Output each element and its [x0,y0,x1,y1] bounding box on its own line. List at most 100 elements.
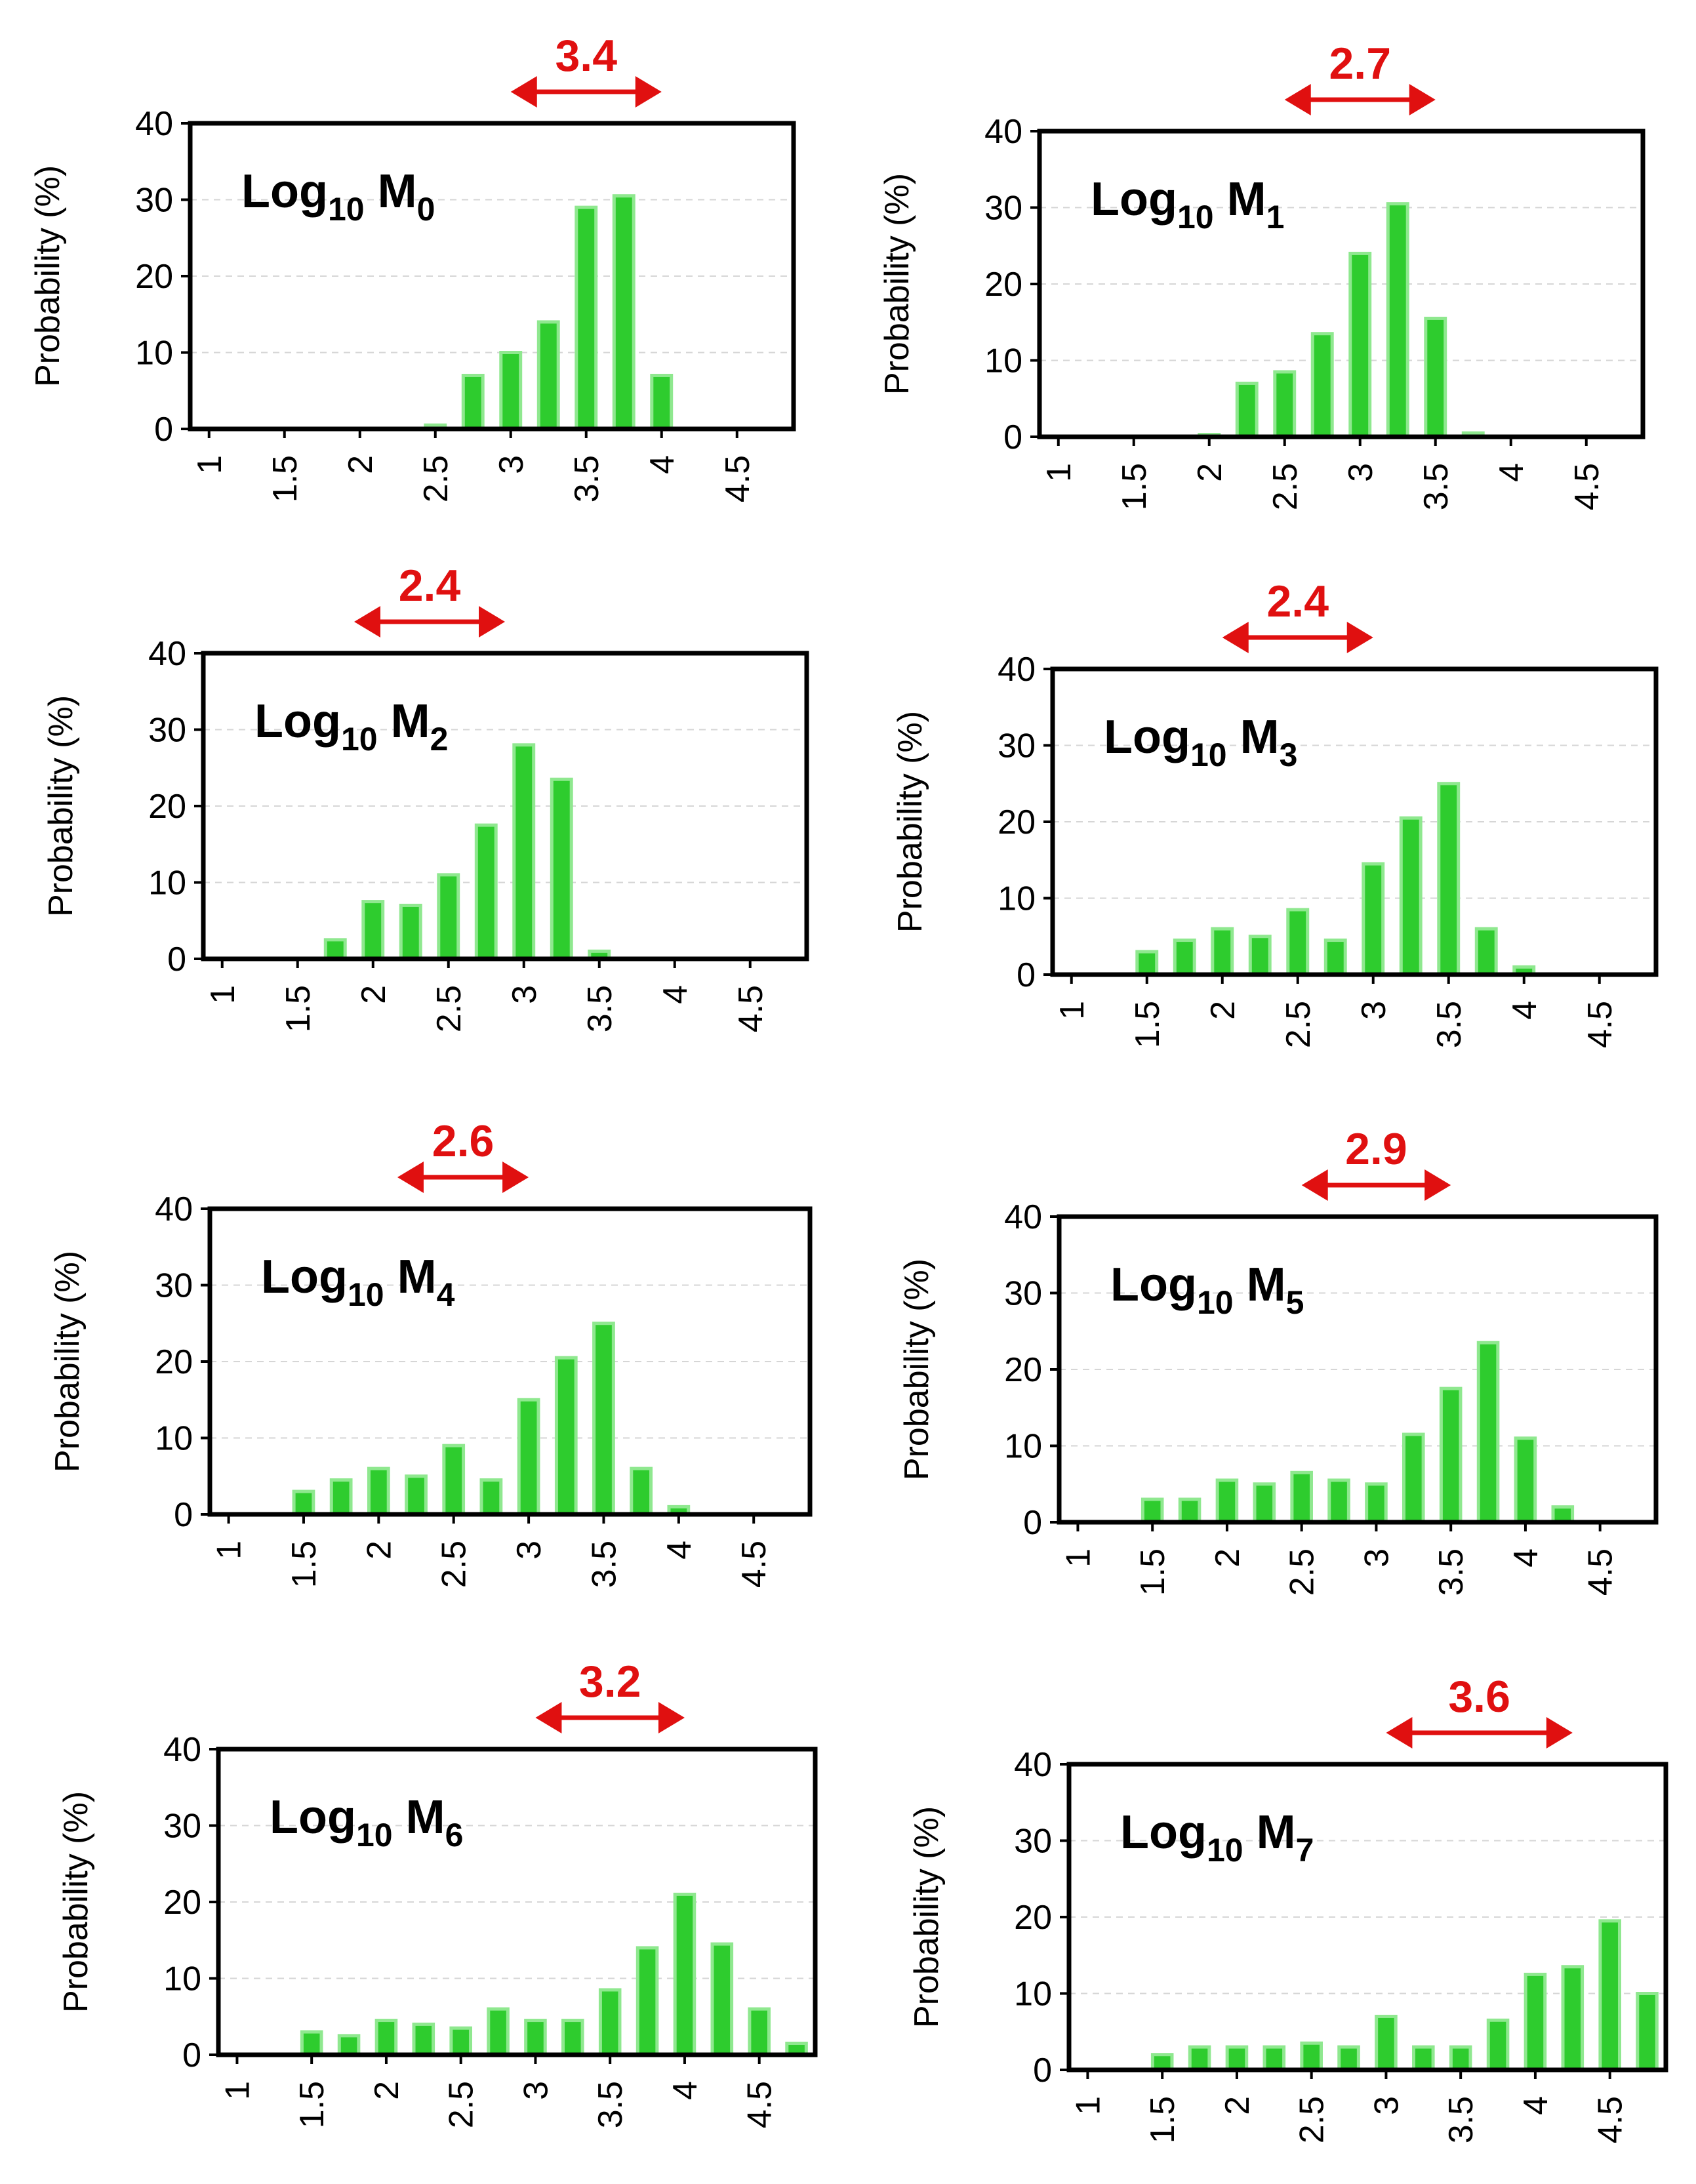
title-subscript-base: 10 [348,1276,384,1313]
bar [592,1322,615,1516]
x-tick-label: 1 [1059,1548,1097,1567]
x-tick-label: 3.5 [585,1541,623,1588]
range-arrow-head-left [535,1702,562,1733]
x-tick-label: 3 [506,985,544,1004]
x-tick-label: 3 [1355,1001,1393,1020]
x-tick-label: 4.5 [1568,463,1606,510]
y-tick-label: 20 [1004,1351,1042,1389]
bar [487,2007,510,2057]
range-label: 3.2 [579,1657,641,1707]
x-tick-label: 2 [360,1541,398,1560]
bar [1235,381,1259,439]
x-tick-label: 1.5 [1144,2096,1182,2143]
bar [412,2022,435,2057]
bar [630,1466,653,1516]
y-tick-label: 40 [155,1190,193,1228]
range-arrow-head-right [658,1702,685,1733]
bar [300,2030,323,2057]
x-tick-label: 3 [1342,463,1380,482]
x-tick-label: 1.5 [1129,1001,1167,1048]
y-tick-label: 20 [148,788,186,826]
y-tick-label: 0 [1003,418,1022,456]
y-tick-label: 20 [135,258,173,296]
bar [1253,1482,1276,1524]
y-tick-label: 0 [167,940,186,979]
x-tick-label: 4.5 [735,1541,773,1588]
bar [550,777,573,961]
bar [442,1444,466,1516]
y-tick-label: 10 [163,1960,201,1998]
bar [1514,1436,1537,1524]
range-arrow-head-right [1409,84,1436,115]
x-tick-label: 2 [342,455,380,474]
title-base: Log [1120,1806,1207,1859]
bar [479,1478,503,1516]
title-base: Log [261,1251,348,1303]
y-axis-title: Probability (%) [57,1791,95,2013]
y-tick-label: 30 [163,1808,201,1846]
bar [1636,1992,1659,2072]
x-tick-label: 4 [1493,463,1531,482]
title-subscript-index: 3 [1280,737,1298,773]
bar [517,1398,540,1516]
range-label: 2.4 [1266,576,1329,626]
bar [1424,316,1447,439]
title-subscript-base: 10 [1177,199,1214,235]
range-arrow-head-left [1222,622,1249,653]
y-tick-label: 10 [1014,1975,1052,2013]
bar [399,903,422,961]
panel-7: 0 10 20 30 40 1 1.5 2 2.5 3 3.5 4 4.5 Probability (%)… [908,1672,1668,2143]
x-tick-label: 4.5 [1592,2096,1630,2143]
title-base: Log [241,165,328,218]
bar [449,2026,472,2057]
bar [748,2007,771,2057]
title-main: M [378,695,430,748]
title-subscript-base: 10 [1207,1832,1243,1869]
bar [1386,202,1409,439]
bar [1141,1497,1164,1524]
bar [524,2019,547,2057]
bar [374,2019,398,2057]
title-subscript-index: 1 [1266,199,1285,235]
range-arrow-head-left [354,606,380,637]
bar [1439,1386,1463,1524]
x-tick-label: 2.5 [443,2081,481,2128]
x-tick-label: 3.5 [1432,1548,1470,1596]
range-arrow-head-left [510,76,537,108]
y-tick-label: 40 [984,113,1022,151]
title-base: Log [254,695,341,748]
bar [1476,1341,1500,1524]
bar [1135,950,1159,977]
title-subscript-base: 10 [328,191,365,228]
bar [1337,2045,1360,2072]
title-main: M [365,165,417,218]
x-tick-label: 1.5 [1134,1548,1172,1596]
title-subscript-index: 7 [1296,1832,1314,1869]
y-tick-label: 20 [1014,1899,1052,1937]
bar [1486,2018,1510,2072]
title-subscript-index: 4 [437,1276,455,1313]
x-tick-label: 1 [1040,463,1078,482]
panel-6: 0 10 20 30 40 1 1.5 2 2.5 3 3.5 4 4.5 Probability (%)… [57,1657,818,2128]
x-tick-label: 2 [1191,463,1229,482]
y-tick-label: 0 [1033,2052,1052,2090]
x-tick-label: 3.5 [592,2081,630,2128]
title-base: Log [270,1791,356,1844]
y-tick-label: 20 [163,1884,201,1922]
x-tick-label: 1.5 [293,2081,331,2128]
y-tick-label: 30 [1004,1275,1042,1313]
x-tick-label: 1.5 [266,455,304,502]
bar [1412,2045,1435,2072]
y-tick-label: 20 [998,803,1036,841]
panel-title: Log10 M1 [1091,173,1284,235]
y-tick-label: 20 [984,266,1022,304]
x-tick-label: 4.5 [741,2081,779,2128]
bar [1286,908,1310,977]
x-tick-label: 3.5 [1417,463,1455,510]
title-subscript-base: 10 [356,1817,393,1853]
y-tick-label: 10 [148,864,186,902]
bar [561,2019,584,2057]
bar [329,1478,353,1516]
y-tick-label: 20 [155,1343,193,1381]
y-tick-label: 10 [984,342,1022,380]
